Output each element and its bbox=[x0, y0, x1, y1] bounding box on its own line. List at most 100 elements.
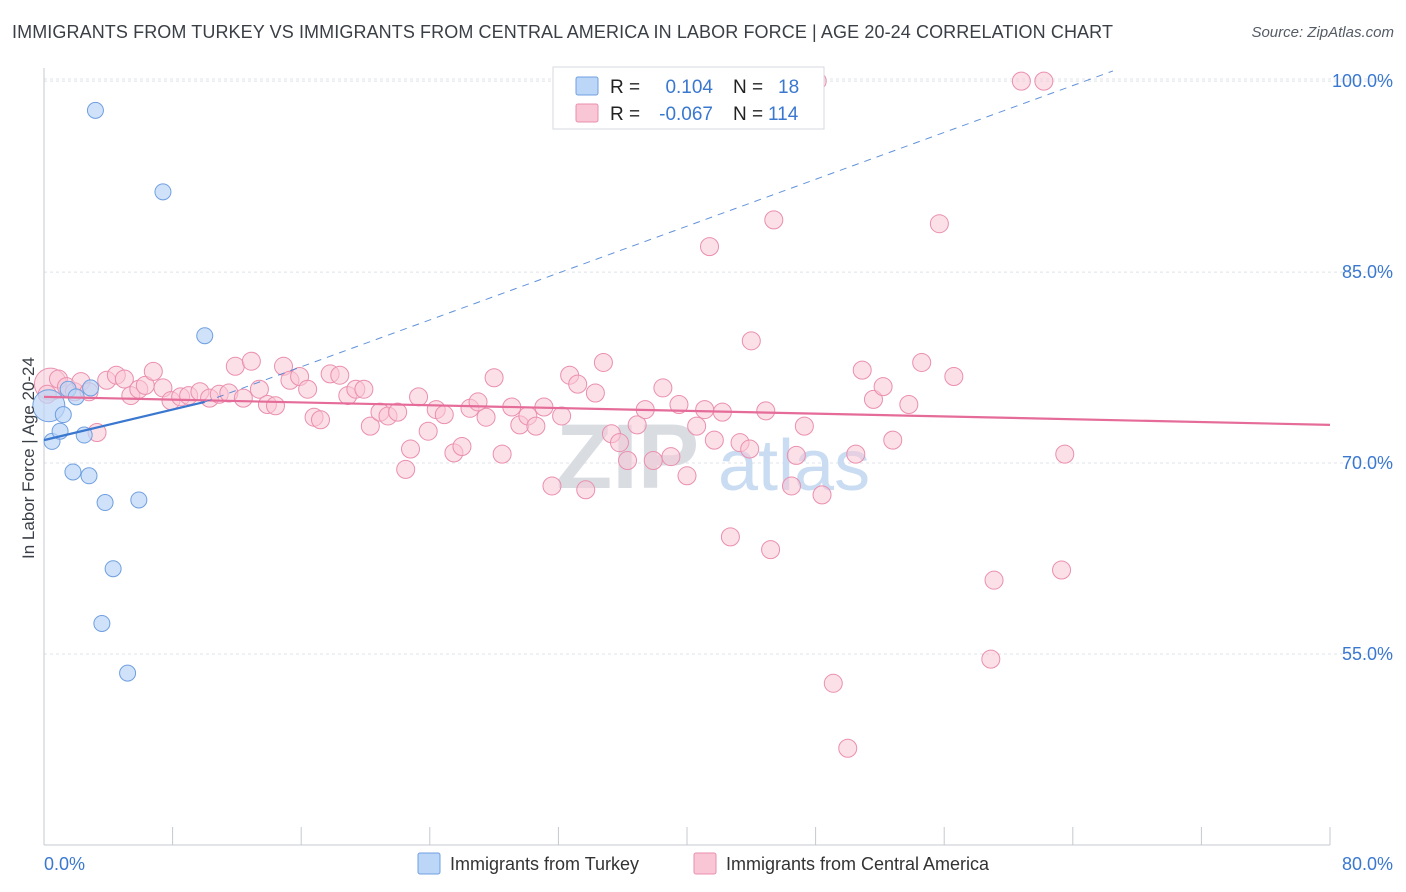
y-tick-label: 100.0% bbox=[1332, 71, 1393, 91]
central-america-point bbox=[704, 430, 724, 450]
central-america-point bbox=[310, 410, 330, 430]
chart-title: IMMIGRANTS FROM TURKEY VS IMMIGRANTS FRO… bbox=[12, 22, 1114, 42]
central-america-point bbox=[1034, 71, 1054, 91]
central-america-point bbox=[526, 416, 546, 436]
turkey-point bbox=[86, 101, 104, 119]
central-america-point bbox=[944, 366, 964, 386]
central-america-point bbox=[298, 379, 318, 399]
y-tick-labels: 55.0% 70.0% 85.0% 100.0% bbox=[1332, 71, 1393, 664]
central-america-point bbox=[452, 436, 472, 456]
central-america-point bbox=[1055, 444, 1075, 464]
central-america-point bbox=[360, 416, 380, 436]
central-america-point bbox=[401, 439, 421, 459]
legend-r-label: R = bbox=[610, 104, 640, 125]
central-america-point bbox=[593, 352, 613, 372]
central-america-point bbox=[568, 374, 588, 394]
central-america-point bbox=[794, 416, 814, 436]
central-america-point bbox=[627, 415, 647, 435]
turkey-point bbox=[96, 494, 114, 512]
series-legend: Immigrants from Turkey Immigrants from C… bbox=[417, 852, 990, 875]
central-america-point bbox=[720, 527, 740, 547]
y-tick-label: 85.0% bbox=[1342, 262, 1393, 282]
turkey-point bbox=[196, 327, 214, 345]
turkey-point bbox=[130, 491, 148, 509]
turkey-point bbox=[93, 614, 111, 632]
central-america-point bbox=[492, 444, 512, 464]
central-america-point bbox=[609, 433, 629, 453]
y-tick-label: 55.0% bbox=[1342, 644, 1393, 664]
central-america-trend-line bbox=[43, 395, 1331, 426]
central-america-point bbox=[552, 406, 572, 426]
legend-swatch-central-america bbox=[575, 103, 599, 123]
stats-legend: R = 0.104 N = 18 R = -0.067 N = 114 bbox=[552, 66, 825, 130]
central-america-point bbox=[781, 476, 801, 496]
central-america-point bbox=[838, 738, 858, 758]
central-america-point bbox=[929, 214, 949, 234]
central-america-point bbox=[863, 389, 883, 409]
turkey-trend-line bbox=[43, 400, 206, 442]
legend-r-value: -0.067 bbox=[659, 104, 713, 125]
central-america-point bbox=[700, 237, 720, 257]
central-america-point bbox=[396, 459, 416, 479]
central-america-point bbox=[761, 540, 781, 560]
central-america-point bbox=[114, 369, 134, 389]
central-america-point bbox=[756, 401, 776, 421]
central-america-point bbox=[643, 451, 663, 471]
central-america-point bbox=[873, 377, 893, 397]
central-america-point bbox=[740, 439, 760, 459]
legend-n-label: N = bbox=[733, 77, 763, 98]
central-america-point bbox=[233, 388, 253, 408]
central-america-point bbox=[984, 570, 1004, 590]
turkey-point bbox=[119, 664, 137, 682]
central-america-point bbox=[576, 480, 596, 500]
turkey-point bbox=[154, 183, 172, 201]
central-america-point bbox=[265, 396, 285, 416]
y-axis-title: In Labor Force | Age 20-24 bbox=[19, 357, 38, 559]
central-america-point bbox=[669, 394, 689, 414]
legend-n-value: 114 bbox=[768, 104, 799, 125]
central-america-point bbox=[1052, 560, 1072, 580]
legend-r-value: 0.104 bbox=[665, 77, 713, 98]
legend-r-label: R = bbox=[610, 77, 640, 98]
central-america-point bbox=[484, 368, 504, 388]
series-legend-label-central-america: Immigrants from Central America bbox=[726, 854, 990, 874]
axes bbox=[43, 68, 1331, 846]
central-america-point bbox=[330, 365, 350, 385]
central-america-point bbox=[912, 352, 932, 372]
central-america-point bbox=[585, 383, 605, 403]
turkey-point bbox=[64, 463, 82, 481]
series-legend-label-turkey: Immigrants from Turkey bbox=[450, 854, 639, 874]
central-america-point bbox=[225, 356, 245, 376]
central-america-point bbox=[846, 444, 866, 464]
turkey-point bbox=[54, 406, 72, 424]
central-america-point bbox=[786, 445, 806, 465]
central-america-point bbox=[418, 421, 438, 441]
central-america-point bbox=[542, 476, 562, 496]
y-tick-label: 70.0% bbox=[1342, 453, 1393, 473]
central-america-point bbox=[249, 379, 269, 399]
central-america-point bbox=[899, 394, 919, 414]
legend-swatch-turkey bbox=[575, 76, 599, 96]
legend-n-value: 18 bbox=[778, 77, 799, 98]
series-legend-swatch-central-america bbox=[693, 852, 717, 875]
central-america-point bbox=[823, 673, 843, 693]
central-america-point bbox=[241, 351, 261, 371]
central-america-point bbox=[687, 416, 707, 436]
turkey-trend-extension bbox=[204, 70, 1114, 403]
turkey-point bbox=[80, 467, 98, 485]
central-america-point bbox=[812, 485, 832, 505]
central-america-point bbox=[1011, 71, 1031, 91]
central-america-point bbox=[476, 407, 496, 427]
central-america-point bbox=[653, 378, 673, 398]
trend-lines bbox=[43, 70, 1331, 442]
central-america-point bbox=[388, 402, 408, 422]
turkey-point bbox=[104, 560, 122, 578]
central-america-point bbox=[434, 405, 454, 425]
x-tick-label-min: 0.0% bbox=[44, 854, 85, 874]
central-america-point bbox=[354, 379, 374, 399]
central-america-point bbox=[695, 400, 715, 420]
x-tick-label-max: 80.0% bbox=[1342, 854, 1393, 874]
central-america-point bbox=[618, 451, 638, 471]
central-america-point bbox=[143, 361, 163, 381]
